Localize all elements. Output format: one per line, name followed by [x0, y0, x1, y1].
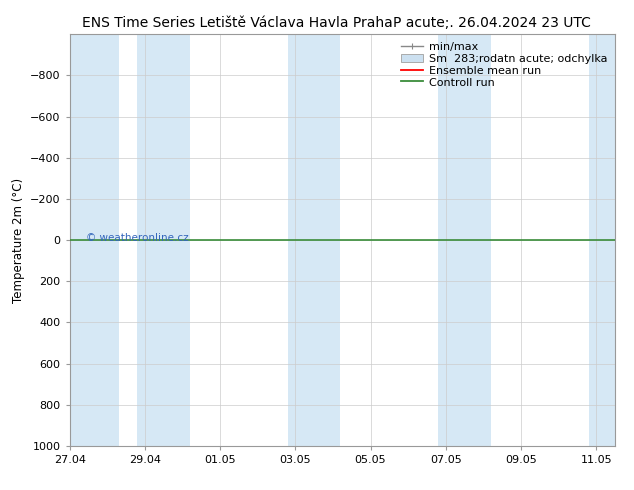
- Text: ENS Time Series Letiště Václava Havla Praha: ENS Time Series Letiště Václava Havla Pr…: [82, 16, 393, 30]
- Y-axis label: Temperature 2m (°C): Temperature 2m (°C): [11, 177, 25, 303]
- Bar: [288, 34, 340, 446]
- Text: P acute;. 26.04.2024 23 UTC: P acute;. 26.04.2024 23 UTC: [393, 16, 591, 30]
- Bar: [588, 34, 615, 446]
- Bar: [70, 34, 119, 446]
- Text: © weatheronline.cz: © weatheronline.cz: [86, 233, 189, 243]
- Bar: [138, 34, 190, 446]
- Bar: [438, 34, 491, 446]
- Legend: min/max, Sm  283;rodatn acute; odchylka, Ensemble mean run, Controll run: min/max, Sm 283;rodatn acute; odchylka, …: [399, 40, 609, 90]
